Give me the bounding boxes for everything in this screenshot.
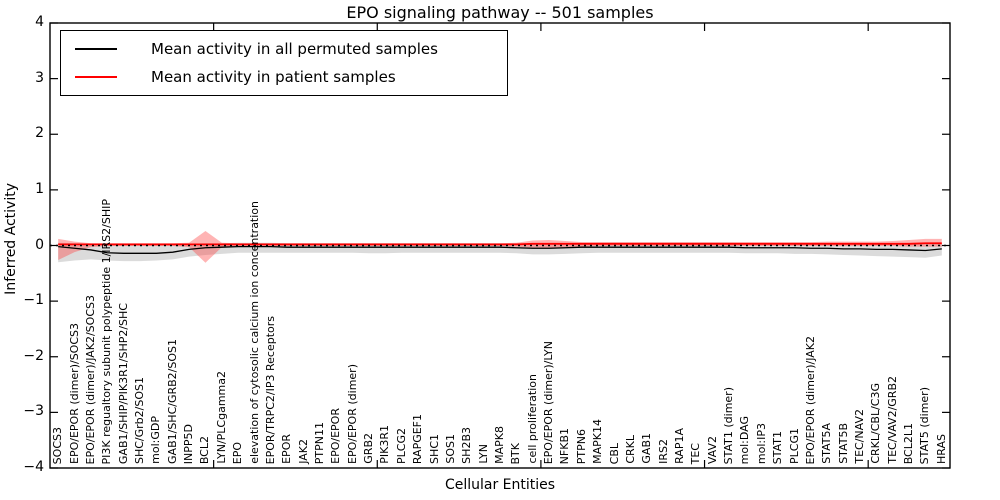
y-tick-label: −3 bbox=[23, 403, 44, 420]
y-tick-label: −4 bbox=[23, 459, 44, 475]
x-tick-label: INPP5D bbox=[182, 423, 196, 464]
x-tick-label: PI3K regualtory subunit polypeptide 1/IR… bbox=[100, 198, 114, 465]
legend-label-permuted: Mean activity in all permuted samples bbox=[151, 40, 438, 59]
x-tick-label: SOCS3 bbox=[51, 426, 65, 464]
y-tick-label: 2 bbox=[35, 125, 44, 142]
permuted-line-swatch-icon bbox=[75, 48, 117, 51]
permuted-mean-line bbox=[58, 245, 942, 254]
x-tick-label: STAT5A bbox=[820, 423, 834, 464]
x-tick-label: MAPK8 bbox=[493, 426, 506, 464]
x-tick-label: mol:IP3 bbox=[754, 422, 768, 464]
legend-label-patient: Mean activity in patient samples bbox=[151, 67, 396, 86]
x-tick-label: IRS2 bbox=[656, 439, 670, 464]
x-tick-label: PLCG2 bbox=[394, 428, 408, 464]
x-tick-label: EPO/EPOR (dimer)/JAK2/SOCS3 bbox=[83, 294, 97, 464]
x-tick-label: SH2B3 bbox=[460, 427, 474, 464]
x-tick-label: LYN/PLCgamma2 bbox=[214, 371, 228, 464]
x-tick-label: SHC/Grb2/SOS1 bbox=[133, 377, 146, 464]
x-tick-label: EPO/EPOR (dimer)/JAK2 bbox=[803, 335, 817, 464]
legend-item-permuted: Mean activity in all permuted samples bbox=[61, 40, 507, 58]
x-tick-label: BCL2L1 bbox=[902, 422, 916, 464]
x-tick-label: BTK bbox=[509, 442, 523, 464]
x-tick-label: CRKL bbox=[623, 435, 637, 464]
x-tick-label: mol:DAG bbox=[738, 415, 752, 464]
x-tick-label: JAK2 bbox=[296, 439, 310, 464]
chart-title: EPO signaling pathway -- 501 samples bbox=[346, 3, 654, 22]
x-tick-label: EPO/EPOR (dimer)/SOCS3 bbox=[67, 323, 81, 464]
x-tick-label: EPO bbox=[231, 441, 245, 464]
x-tick-label: VAV2 bbox=[705, 435, 719, 464]
x-tick-label: STAT1 bbox=[771, 430, 785, 464]
x-tick-label: STAT5 (dimer) bbox=[918, 386, 932, 464]
x-tick-label: PTPN6 bbox=[574, 428, 588, 464]
y-tick-label: 3 bbox=[35, 69, 44, 86]
x-tick-label: GAB1/SHIP/PIK3R1/SHP2/SHC bbox=[116, 302, 130, 464]
x-tick-label: GAB1/SHC/GRB2/SOS1 bbox=[165, 339, 179, 464]
y-tick-label: 0 bbox=[35, 236, 44, 253]
x-axis-label: Cellular Entities bbox=[444, 477, 556, 493]
x-tick-label: STAT5B bbox=[836, 423, 850, 464]
x-tick-label: PLCG1 bbox=[787, 428, 801, 464]
x-tick-label: MAPK14 bbox=[591, 419, 605, 464]
x-tick-label: GRB2 bbox=[362, 433, 376, 464]
patient-line-swatch-icon bbox=[75, 75, 117, 78]
y-tick-label: −2 bbox=[23, 347, 44, 364]
x-tick-label: EPO/EPOR (dimer) bbox=[345, 364, 359, 464]
x-tick-label: EPOR/TRPC2/IP3 Receptors bbox=[263, 315, 277, 464]
x-tick-label: CBL bbox=[607, 442, 621, 464]
x-tick-label: CRKL/CBL/C3G bbox=[869, 383, 883, 464]
x-tick-label: TEC bbox=[689, 442, 703, 464]
x-tick-label: HRAS bbox=[934, 434, 948, 464]
legend-item-patient: Mean activity in patient samples bbox=[61, 68, 507, 86]
x-tick-label: TEC/NAV2 bbox=[853, 409, 866, 464]
x-tick-label: elevation of cytosolic calcium ion conce… bbox=[247, 201, 261, 464]
x-tick-label: EPOR bbox=[280, 434, 294, 464]
x-tick-label: SHC1 bbox=[427, 434, 441, 464]
x-tick-label: PIK3R1 bbox=[378, 425, 392, 464]
x-tick-label: LYN bbox=[476, 444, 490, 464]
x-tick-label: BCL2 bbox=[198, 435, 212, 464]
legend: Mean activity in all permuted samples Me… bbox=[60, 30, 508, 96]
x-tick-label: RAP1A bbox=[673, 428, 686, 464]
x-tick-label: GAB1 bbox=[640, 433, 654, 464]
y-tick-label: 1 bbox=[35, 180, 44, 197]
x-tick-label: STAT1 (dimer) bbox=[722, 386, 736, 464]
x-tick-label: cell proliferation bbox=[525, 374, 539, 464]
x-tick-label: mol:GDP bbox=[149, 416, 163, 464]
x-tick-label: PTPN11 bbox=[313, 421, 326, 464]
y-tick-label: 4 bbox=[35, 14, 44, 30]
x-tick-label: TEC/VAV2/GRB2 bbox=[885, 376, 899, 464]
x-tick-label: SOS1 bbox=[443, 434, 457, 464]
x-tick-label: NFKB1 bbox=[558, 427, 572, 464]
x-tick-label: EPO/EPOR (dimer)/LYN bbox=[542, 340, 556, 464]
patient-mean-line bbox=[58, 242, 942, 246]
x-tick-label: RAPGEF1 bbox=[411, 413, 425, 464]
y-tick-label: −1 bbox=[23, 292, 44, 309]
x-tick-label: EPO/EPOR bbox=[329, 408, 343, 464]
